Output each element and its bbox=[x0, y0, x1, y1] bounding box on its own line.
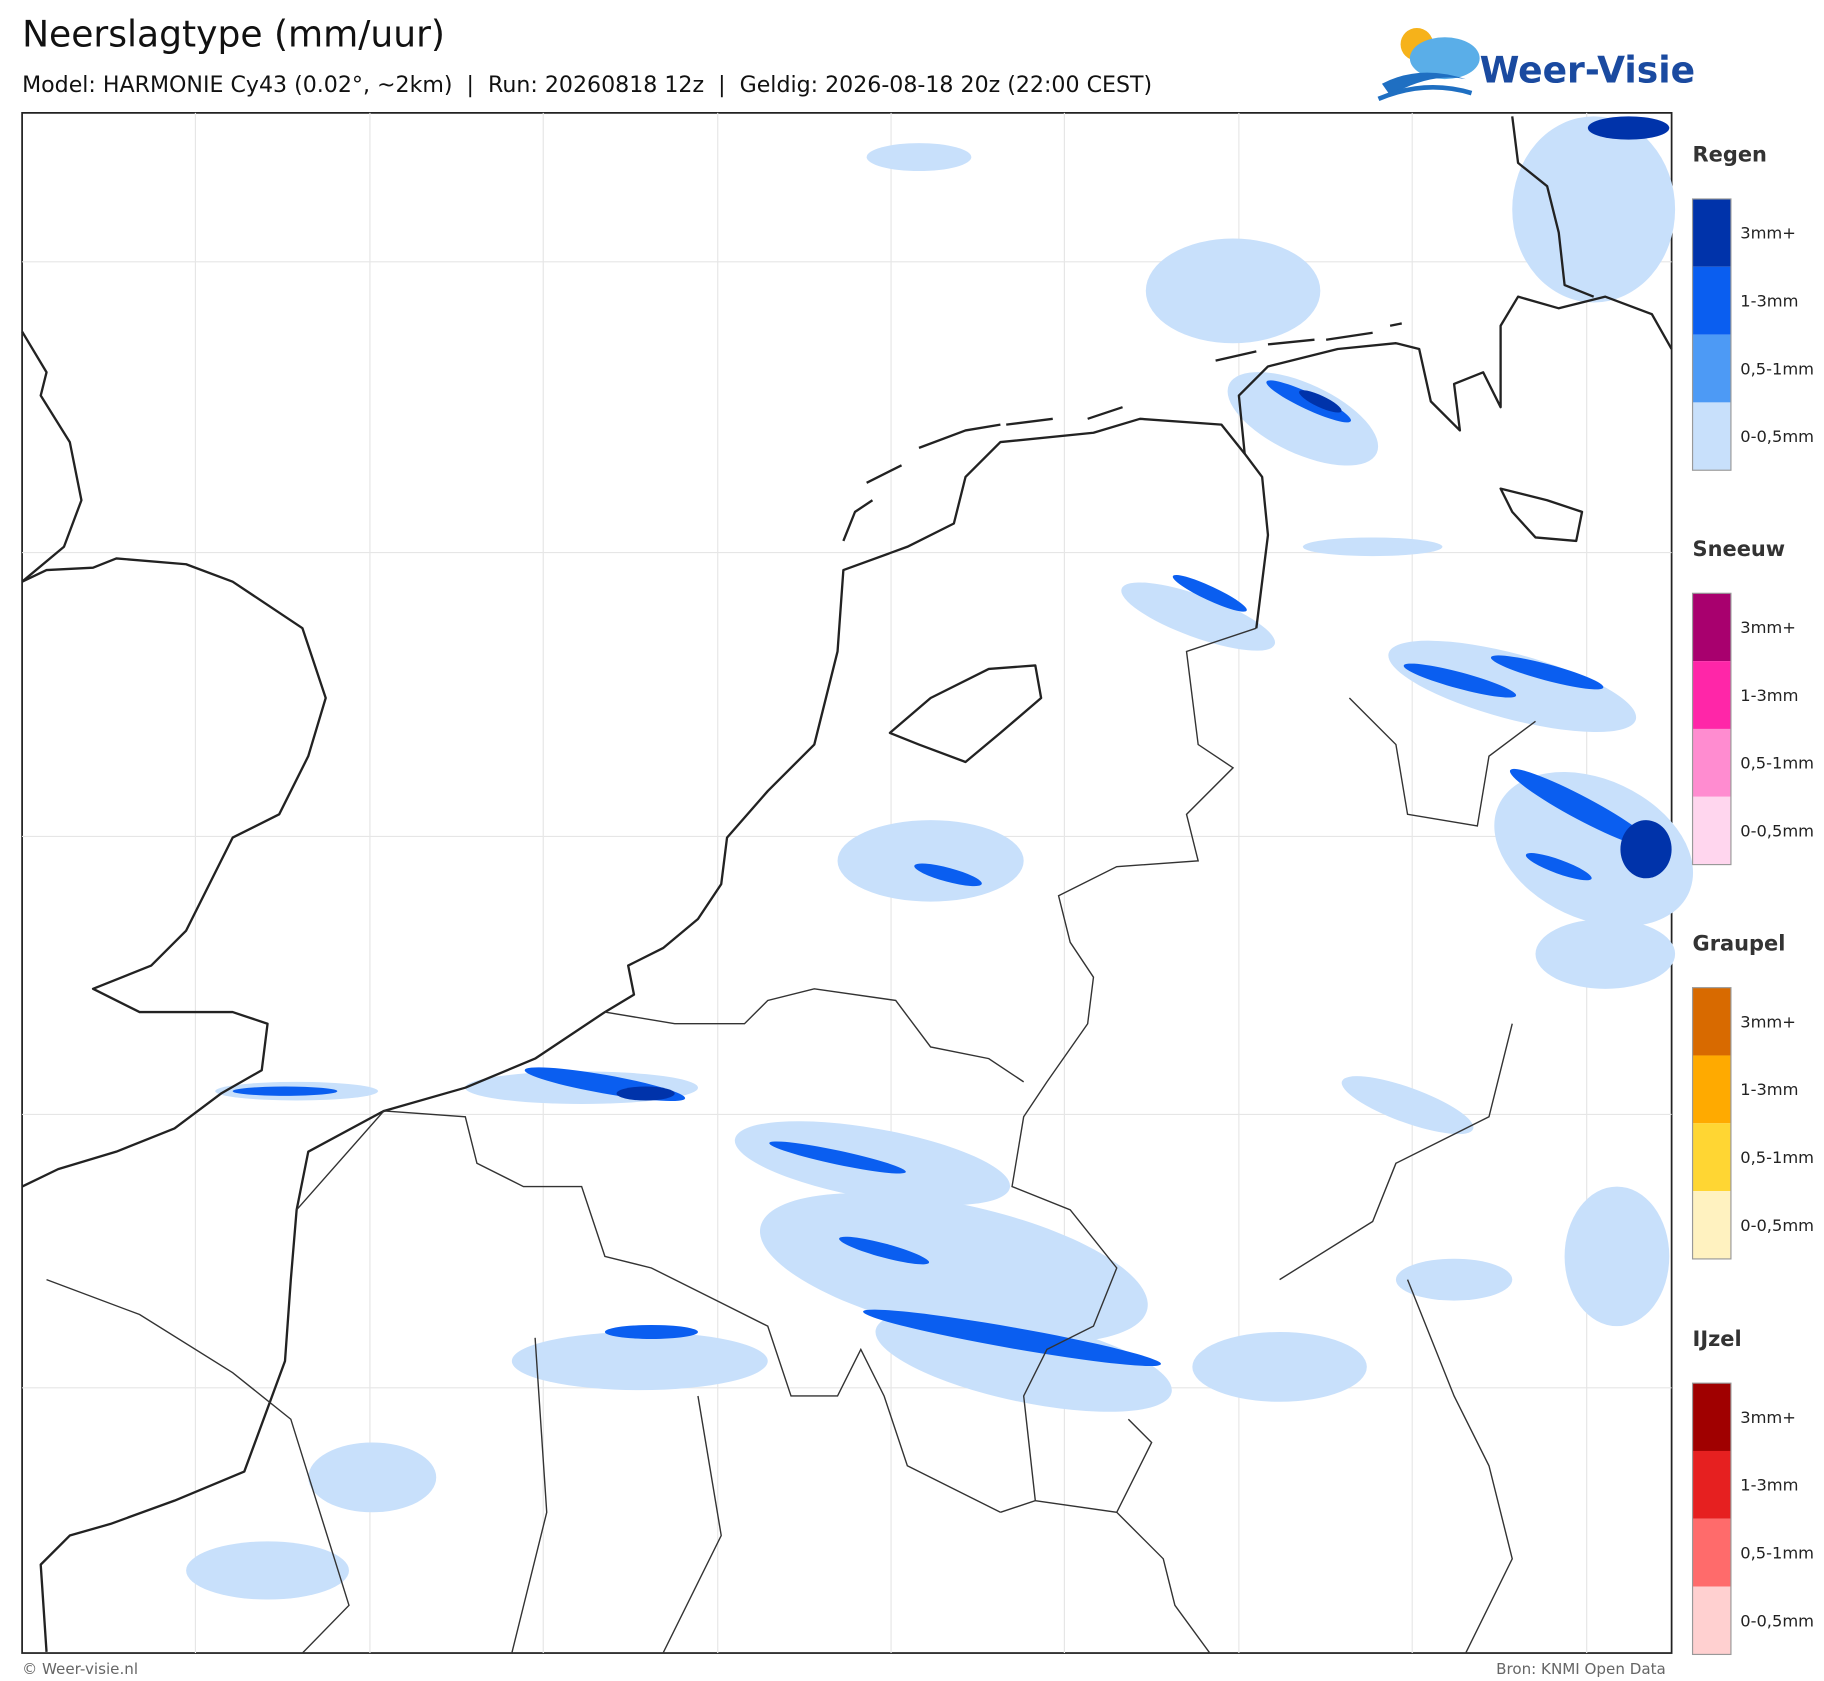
legend-swatch bbox=[1692, 198, 1731, 267]
footer-right: Bron: KNMI Open Data bbox=[1496, 1660, 1666, 1678]
legend-title: Graupel bbox=[1693, 931, 1786, 955]
legend-swatch bbox=[1692, 728, 1731, 797]
legend-label: 0,5-1mm bbox=[1740, 1148, 1814, 1167]
legend-swatch bbox=[1692, 1123, 1731, 1192]
legend-swatch bbox=[1692, 796, 1731, 865]
legend-label: 1-3mm bbox=[1740, 1476, 1798, 1495]
legend-swatch bbox=[1692, 1055, 1731, 1124]
legend-swatch bbox=[1692, 1586, 1731, 1655]
logo: Weer-Visie bbox=[1377, 27, 1695, 102]
legend-swatch bbox=[1692, 1518, 1731, 1587]
legend-swatch bbox=[1692, 1191, 1731, 1259]
legend-label: 3mm+ bbox=[1740, 224, 1796, 243]
legend-swatch bbox=[1692, 402, 1731, 471]
legend-label: 0,5-1mm bbox=[1740, 359, 1814, 378]
legend-frame bbox=[1691, 1382, 1732, 1656]
legend-label: 0,5-1mm bbox=[1740, 1544, 1814, 1563]
legend-label: 1-3mm bbox=[1740, 686, 1798, 705]
legend: Regen 3mm+ 1-3mm 0,5-1mm 0-0,5mm Sneeuw 3mm+ 1-… bbox=[1691, 143, 1814, 1656]
legend-swatch bbox=[1692, 593, 1731, 662]
legend-swatch bbox=[1692, 1450, 1731, 1519]
legend-swatch bbox=[1692, 987, 1731, 1056]
precipitation bbox=[186, 116, 1694, 1600]
legend-frame bbox=[1691, 987, 1732, 1260]
subtitle: Model: HARMONIE Cy43 (0.02°, ~2km) | Run… bbox=[22, 72, 1152, 98]
logo-text: Weer-Visie bbox=[1480, 50, 1695, 92]
legend-label: 0-0,5mm bbox=[1740, 1216, 1814, 1235]
legend-frame bbox=[1691, 592, 1732, 866]
legend-swatch bbox=[1692, 334, 1731, 403]
legend-frame bbox=[1691, 198, 1732, 471]
legend-label: 0-0,5mm bbox=[1740, 427, 1814, 446]
title: Neerslagtype (mm/uur) bbox=[22, 14, 445, 56]
legend-label: 3mm+ bbox=[1740, 1012, 1796, 1031]
legend-swatch bbox=[1692, 1383, 1731, 1451]
legend-label: 3mm+ bbox=[1740, 1408, 1796, 1427]
legend-label: 0-0,5mm bbox=[1740, 1611, 1814, 1630]
legend-label: 1-3mm bbox=[1740, 1080, 1798, 1099]
footer-left: © Weer-visie.nl bbox=[22, 1660, 138, 1678]
legend-swatch bbox=[1692, 661, 1731, 729]
map bbox=[21, 112, 1694, 1654]
legend-label: 0,5-1mm bbox=[1740, 754, 1814, 773]
legend-swatch bbox=[1692, 266, 1731, 335]
legend-title: Regen bbox=[1693, 143, 1767, 167]
legend-label: 3mm+ bbox=[1740, 618, 1796, 637]
legend-label: 1-3mm bbox=[1740, 292, 1798, 311]
legend-title: Sneeuw bbox=[1693, 537, 1786, 561]
legend-label: 0-0,5mm bbox=[1740, 821, 1814, 840]
legend-title: IJzel bbox=[1693, 1327, 1742, 1351]
